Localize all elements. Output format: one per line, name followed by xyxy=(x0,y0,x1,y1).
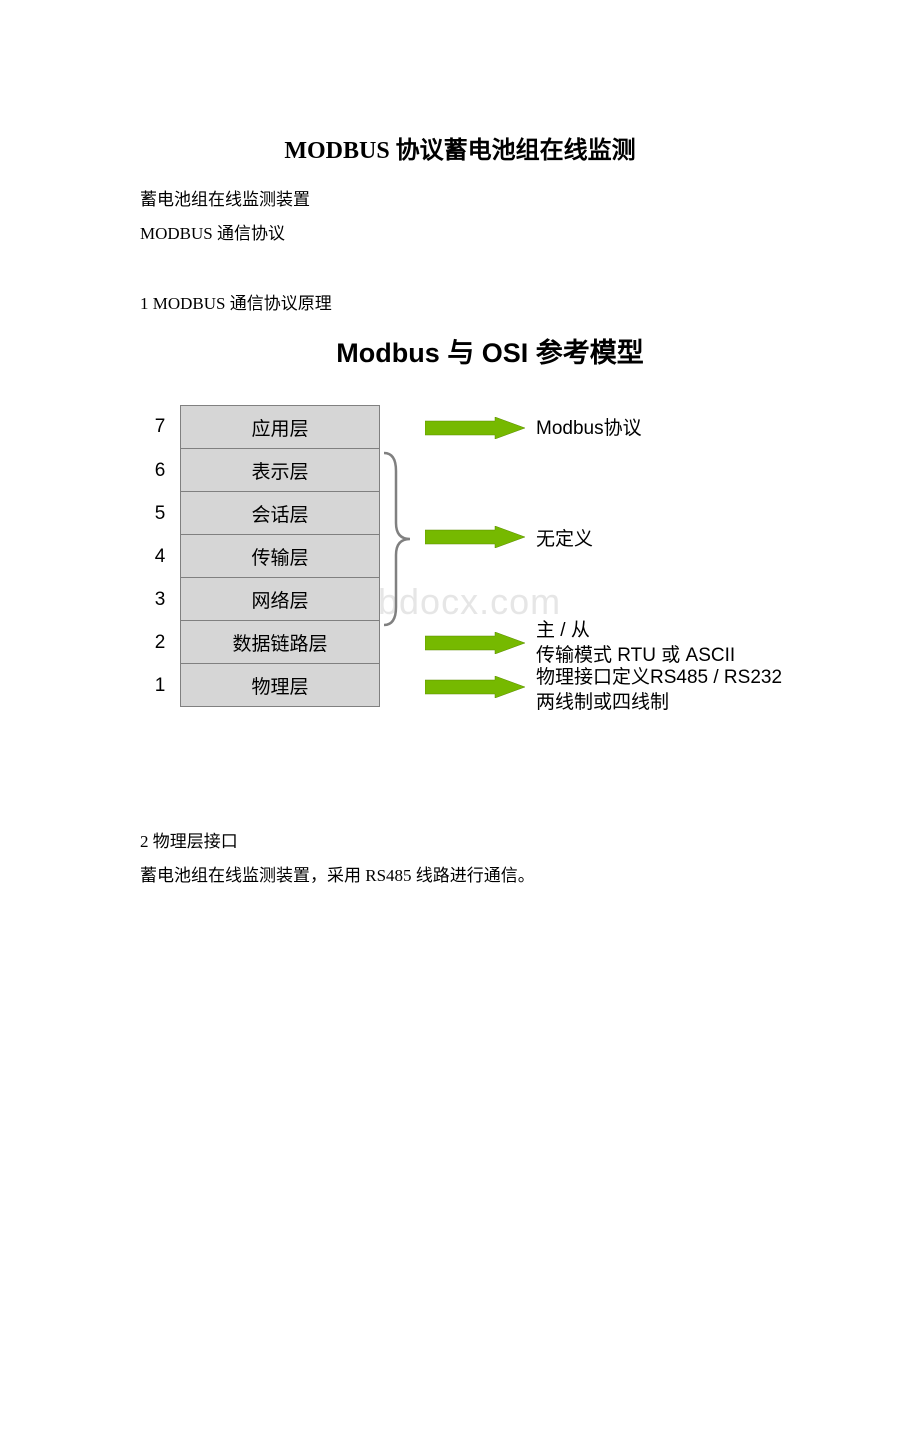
osi-row: 1 物理层 xyxy=(140,664,380,707)
layer-cell: 应用层 xyxy=(180,405,380,449)
layer-cell: 数据链路层 xyxy=(180,620,380,664)
diagram-title: Modbus 与 OSI 参考模型 xyxy=(60,331,920,370)
osi-row: 7 应用层 xyxy=(140,405,380,449)
arrow-icon xyxy=(425,676,525,698)
annotation-layer1: 物理接口定义RS485 / RS232 两线制或四线制 xyxy=(536,666,782,715)
osi-row: 5 会话层 xyxy=(140,492,380,535)
page-title: MODBUS 协议蓄电池组在线监测 xyxy=(0,130,920,165)
osi-row: 4 传输层 xyxy=(140,535,380,578)
osi-row: 2 数据链路层 xyxy=(140,621,380,664)
annotation-layer2-line2: 传输模式 RTU 或 ASCII xyxy=(536,645,735,666)
layer-number: 2 xyxy=(140,621,180,664)
layer-number: 6 xyxy=(140,449,180,492)
osi-row: 3 网络层 xyxy=(140,578,380,621)
arrow-icon xyxy=(425,526,525,548)
intro-line-1: 蓄电池组在线监测装置 xyxy=(140,183,920,217)
osi-diagram: www.bdocx.com 7 应用层 6 表示层 5 会话层 4 传输层 3 … xyxy=(140,405,920,765)
annotation-layer1-line1: 物理接口定义RS485 / RS232 xyxy=(536,667,782,688)
layer-number: 3 xyxy=(140,578,180,621)
annotation-layer2-line1: 主 / 从 xyxy=(536,620,590,641)
layer-cell: 物理层 xyxy=(180,663,380,707)
layer-cell: 网络层 xyxy=(180,577,380,621)
layer-cell: 表示层 xyxy=(180,448,380,492)
arrow-icon xyxy=(425,632,525,654)
annotation-undefined: 无定义 xyxy=(536,528,593,553)
intro-line-2: MODBUS 通信协议 xyxy=(140,217,920,251)
section2-text: 蓄电池组在线监测装置，采用 RS485 线路进行通信。 xyxy=(140,859,920,893)
bracket-icon xyxy=(380,451,420,632)
section1-heading: 1 MODBUS 通信协议原理 xyxy=(140,287,920,321)
layer-number: 4 xyxy=(140,535,180,578)
section2-heading: 2 物理层接口 xyxy=(140,825,920,859)
osi-row: 6 表示层 xyxy=(140,449,380,492)
arrow-icon xyxy=(425,417,525,439)
layer-cell: 会话层 xyxy=(180,491,380,535)
annotation-layer2: 主 / 从 传输模式 RTU 或 ASCII xyxy=(536,619,735,668)
annotation-layer1-line2: 两线制或四线制 xyxy=(536,692,669,713)
layer-number: 7 xyxy=(140,405,180,449)
layer-cell: 传输层 xyxy=(180,534,380,578)
layer-number: 5 xyxy=(140,492,180,535)
layer-number: 1 xyxy=(140,664,180,707)
osi-table: 7 应用层 6 表示层 5 会话层 4 传输层 3 网络层 2 数据链路层 1 … xyxy=(140,405,380,707)
annotation-modbus: Modbus协议 xyxy=(536,417,642,442)
